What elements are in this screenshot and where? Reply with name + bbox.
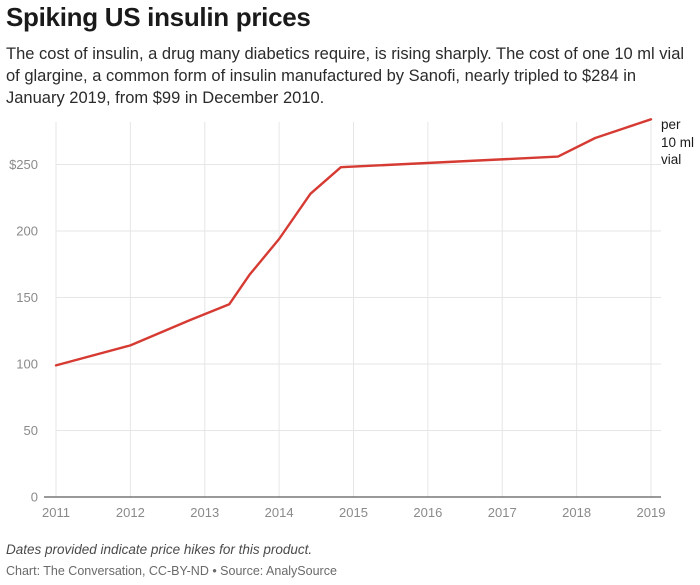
x-tick-label-2011: 2011: [42, 505, 70, 520]
series-group: [54, 118, 653, 367]
y-tick-label-200: 200: [16, 224, 38, 239]
y-axis-tick-labels: 0 50 100 150 200 $250: [9, 157, 38, 504]
y-tick-label-250: $250: [9, 157, 38, 172]
x-tick-label-2012: 2012: [116, 505, 145, 520]
footnote: Dates provided indicate price hikes for …: [6, 542, 313, 557]
x-tick-label-2015: 2015: [339, 505, 368, 520]
x-tick-label-2017: 2017: [488, 505, 517, 520]
x-tick-label-2016: 2016: [413, 505, 442, 520]
series-line-0: [54, 118, 653, 367]
y-tick-label-100: 100: [16, 357, 38, 372]
y-tick-label-50: 50: [24, 423, 38, 438]
horizontal-gridlines: [56, 164, 661, 432]
chart-subtitle: The cost of insulin, a drug many diabeti…: [6, 45, 685, 107]
x-tick-label-2014: 2014: [265, 505, 294, 520]
chart-title: Spiking US insulin prices: [6, 2, 311, 32]
y-tick-label-150: 150: [16, 290, 38, 305]
y-tick-label-0: 0: [31, 490, 38, 505]
x-tick-label-2013: 2013: [190, 505, 219, 520]
x-tick-label-2019: 2019: [637, 505, 666, 520]
source-credit: Chart: The Conversation, CC-BY-ND • Sour…: [6, 564, 337, 578]
unit-label: per 10 ml vial: [661, 117, 695, 167]
x-axis-tick-labels: 2011 2012 2013 2014 2015 2016 2017 2018 2019: [42, 505, 665, 520]
vertical-gridlines: [55, 122, 652, 497]
x-tick-label-2018: 2018: [562, 505, 591, 520]
